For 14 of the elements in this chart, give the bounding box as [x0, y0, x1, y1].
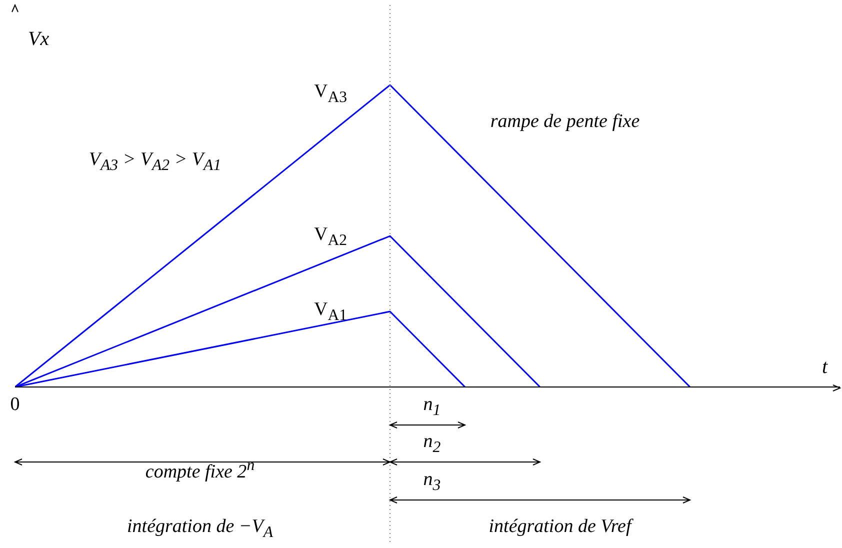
text: n$_{3}$ [423, 468, 441, 496]
text: n$_{1}$ [423, 393, 441, 421]
text: intégration de −V$_{A}$ [127, 515, 273, 543]
annotation: V$_{A1}$ [314, 298, 348, 326]
y-axis-title: Vx [28, 28, 50, 51]
text: compte fixe 2$^{n}$ [145, 456, 255, 484]
text: 0 [10, 393, 20, 417]
annotation: V$_{A3}$ [314, 80, 348, 108]
annotation: V$_{A2}$ [314, 223, 348, 251]
text: n$_{2}$ [423, 430, 441, 458]
annotation: V$_{A3}$ > V$_{A2}$ > V$_{A1}$ [88, 148, 222, 176]
annotation: rampe de pente fixe [490, 110, 640, 134]
text: intégration de Vref [488, 515, 632, 539]
x-axis-title: t [822, 356, 828, 379]
